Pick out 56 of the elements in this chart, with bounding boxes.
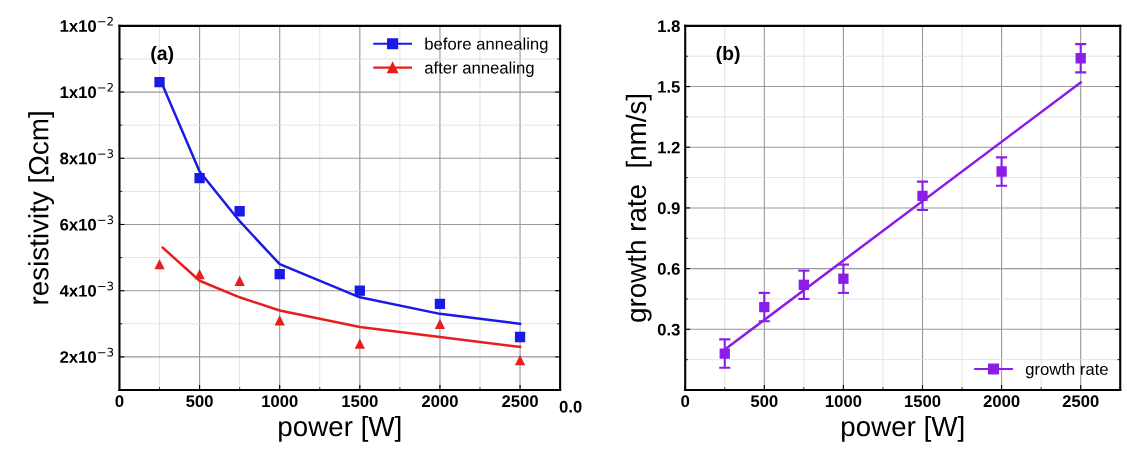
legend-label: growth rate <box>1025 362 1108 379</box>
y-tick-label: 1x10$^{−2}$ <box>60 82 113 99</box>
point <box>838 273 849 284</box>
x-tick-label: 2500 <box>1062 395 1099 408</box>
x-tick-label: 1500 <box>905 395 941 408</box>
point <box>194 172 205 184</box>
point <box>274 315 285 326</box>
point <box>274 268 285 280</box>
point <box>996 166 1007 177</box>
point <box>514 331 526 343</box>
point <box>759 301 770 313</box>
y-axis-title: resistivity [Ωcm] <box>28 112 55 304</box>
legend-label: after annealing <box>424 61 534 77</box>
x-tick-label: 2000 <box>983 395 1020 408</box>
y-tick-label: 6x10$^{−3}$ <box>60 215 114 231</box>
y-tick-label: 1.2 <box>658 141 680 154</box>
annotation: (a) <box>151 45 174 65</box>
x-tick-label: 1000 <box>262 395 298 408</box>
x-tick-label: 1000 <box>825 395 862 408</box>
y-tick-label: 0.9 <box>657 202 680 215</box>
y-tick-label: 1.8 <box>658 20 680 33</box>
y-tick-label: 2x10$^{−3}$ <box>60 347 114 363</box>
point <box>234 275 245 286</box>
x-axis-title: power [W] <box>279 415 401 442</box>
y-tick-label: 0.3 <box>657 323 680 336</box>
legend-label: before annealing <box>425 37 548 54</box>
x-tick-label: 500 <box>186 395 213 408</box>
y-tick-label: 4x10$^{−3}$ <box>59 281 114 297</box>
y-tick-label: 1.5 <box>658 81 680 93</box>
point <box>1075 53 1086 64</box>
point <box>234 206 245 217</box>
y-axis-title: growth rate [nm/s] <box>625 94 652 322</box>
x-tick-label: 2500 <box>502 395 538 408</box>
annotation: (b) <box>716 45 740 65</box>
point <box>154 259 165 270</box>
x-tick-label: 0 <box>681 395 690 408</box>
point <box>719 348 730 359</box>
point <box>194 268 205 280</box>
x-tick-label: 1500 <box>342 395 378 408</box>
y-tick-label: 8x10$^{−3}$ <box>60 149 114 165</box>
point <box>434 298 446 310</box>
text: 0.0 <box>559 400 582 413</box>
point <box>798 279 810 290</box>
point <box>514 355 526 366</box>
x-axis-title: power [W] <box>842 415 964 442</box>
line-series <box>161 246 522 349</box>
x-tick-label: 2000 <box>421 395 458 408</box>
point <box>354 338 365 349</box>
point <box>434 318 446 329</box>
y-tick-label: 0.6 <box>657 263 680 275</box>
point <box>354 285 365 296</box>
x-tick-label: 0 <box>115 395 124 408</box>
point <box>917 190 928 201</box>
point <box>154 77 165 88</box>
y-tick-label: 1x10$^{−2}$ <box>60 16 113 32</box>
x-tick-label: 500 <box>750 395 778 408</box>
